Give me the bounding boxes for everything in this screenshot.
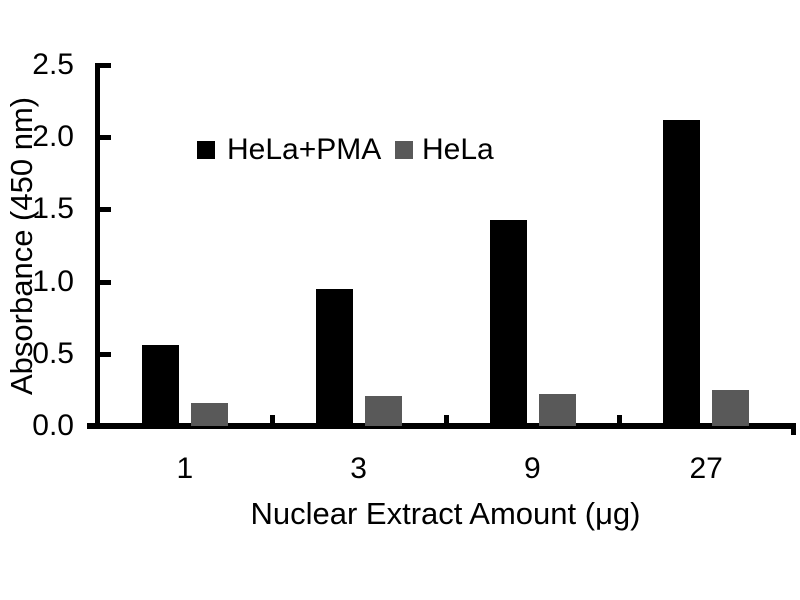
x-axis-title: Nuclear Extract Amount (μg) [250,496,641,531]
bar-hela-pma-3 [316,289,353,426]
x-axis-tick [444,415,449,424]
x-axis-tick [617,415,622,424]
x-tick-label: 27 [689,452,723,485]
legend-label-hela: HeLa [422,133,494,166]
x-axis-tick [270,415,275,424]
y-axis-tick [95,135,111,140]
x-axis-left-end-tick [87,423,95,429]
x-tick-label: 9 [524,452,541,485]
y-tick-label: 0.0 [32,409,74,442]
y-tick-label: 2.0 [32,120,74,153]
y-tick-label: 1.0 [32,265,74,298]
y-axis-line [95,63,100,429]
x-tick-label: 1 [176,452,194,485]
bar-hela-3 [365,396,402,426]
y-tick-label: 0.5 [32,337,74,370]
x-tick-label: 3 [350,452,367,485]
x-axis-line [87,423,796,429]
legend-label-hela-pma: HeLa+PMA [227,133,382,166]
bar-hela-pma-9 [490,220,527,426]
x-axis-right-end-tick [791,428,796,435]
bar-hela-9 [539,394,576,426]
bar-hela-pma-1 [142,345,179,426]
y-axis-tick [95,280,111,285]
y-axis-tick [95,63,111,68]
y-tick-label: 2.5 [32,48,74,81]
bar-hela-1 [191,403,228,426]
legend-marker-hela [395,141,413,159]
y-axis-tick [95,352,111,357]
y-axis-title: Absorbance (450 nm) [4,96,39,396]
y-tick-label: 1.5 [32,192,74,225]
bar-hela-pma-27 [663,120,700,426]
y-axis-tick [95,207,111,212]
bar-hela-27 [712,390,749,426]
legend-marker-hela-pma [197,141,215,159]
